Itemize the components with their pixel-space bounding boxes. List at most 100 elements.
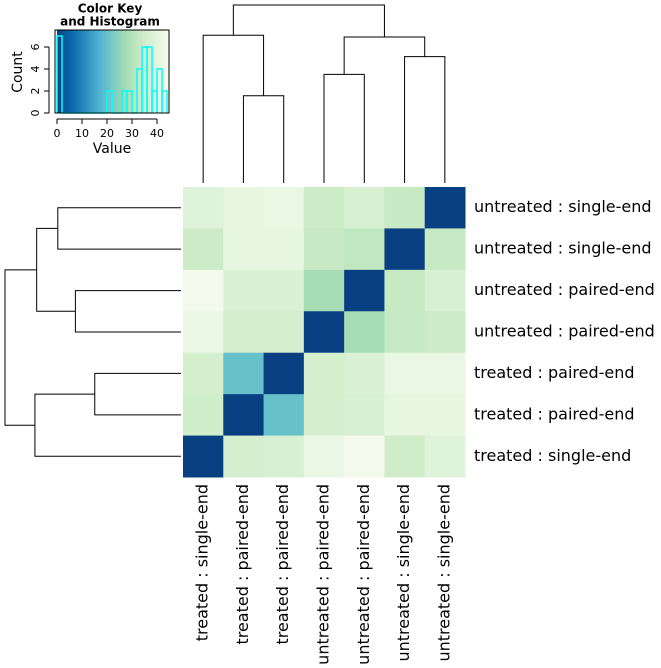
key-swatch (125, 30, 128, 113)
key-swatch (58, 30, 60, 113)
key-swatch (122, 30, 124, 113)
heatmap-cell (263, 269, 305, 312)
key-swatch (103, 30, 105, 113)
key-x-tick-label: 20 (100, 127, 114, 140)
key-swatch (105, 30, 108, 113)
key-swatch (159, 30, 162, 113)
col-label: treated : single-end (193, 484, 212, 641)
key-y-tick-label: 0 (29, 110, 42, 117)
key-x-tick-label: 10 (75, 127, 89, 140)
dendrogram-branch (94, 372, 181, 416)
key-swatch (154, 30, 157, 113)
heatmap-cell (424, 352, 466, 395)
key-swatch (85, 30, 88, 113)
key-x-label: Value (93, 141, 131, 157)
key-swatch (79, 30, 82, 113)
key-swatch (130, 30, 133, 113)
key-swatch (128, 30, 130, 113)
key-swatch (78, 30, 80, 113)
heatmap-cell (223, 435, 265, 478)
col-label: treated : paired-end (233, 484, 252, 645)
key-swatch (98, 30, 100, 113)
heatmap-cell (223, 352, 265, 395)
histogram-bar (146, 46, 153, 113)
key-swatch (74, 30, 77, 113)
heatmap-cell (223, 187, 265, 229)
key-swatch (165, 30, 168, 113)
key-swatch (97, 30, 99, 113)
key-swatch (162, 30, 164, 113)
heatmap-cell (303, 311, 345, 354)
key-swatch (80, 30, 83, 113)
heatmap-cell (223, 394, 265, 437)
key-y-label: Count (10, 51, 26, 93)
heatmap-cell (384, 311, 426, 354)
heatmap-cell (344, 435, 385, 478)
key-swatch (87, 30, 89, 113)
key-swatch (95, 30, 98, 113)
key-swatch (100, 30, 103, 113)
heatmap-cell (183, 187, 224, 229)
key-swatch (112, 30, 114, 113)
histogram-bar (106, 90, 113, 113)
dendrogram-branch (323, 73, 365, 183)
heatmap-cell (344, 352, 385, 395)
key-swatch (158, 30, 160, 113)
heatmap-cell (263, 228, 305, 271)
dendrogram-branch (343, 36, 426, 75)
heatmap-cell (183, 352, 224, 395)
dendrogram-branch (74, 290, 181, 333)
key-swatch (157, 30, 159, 113)
heatmap-cell (384, 394, 426, 437)
heatmap-cell (384, 435, 426, 478)
row-label: treated : paired-end (474, 363, 635, 382)
row-label: treated : single-end (474, 446, 631, 465)
dendrogram-branch (242, 95, 285, 183)
key-x-tick-label: 30 (125, 127, 139, 140)
key-swatch (109, 30, 112, 113)
key-swatch (57, 30, 59, 113)
key-swatch (138, 30, 140, 113)
key-swatch (84, 30, 87, 113)
key-swatch (82, 30, 84, 113)
heatmap-cell (263, 352, 305, 395)
key-swatch (89, 30, 92, 113)
key-swatch (67, 30, 69, 113)
key-swatch (118, 30, 120, 113)
heatmap-cell (424, 269, 466, 312)
key-swatch (75, 30, 78, 113)
key-swatch (143, 30, 145, 113)
col-label: treated : paired-end (273, 484, 292, 645)
histogram-bar (56, 35, 63, 113)
heatmap-cell (344, 311, 385, 354)
col-label: untreated : paired-end (314, 484, 333, 665)
key-swatch (108, 30, 110, 113)
row-label: untreated : single-end (474, 239, 652, 258)
key-swatch (113, 30, 115, 113)
heatmap-cell (183, 435, 224, 478)
key-title: Color Key (78, 2, 143, 16)
heatmap-cell (263, 187, 305, 229)
key-y-tick-label: 6 (29, 44, 42, 51)
key-y-tick-label: 4 (29, 66, 42, 73)
heatmap-cell (384, 269, 426, 312)
heatmap-cell (344, 228, 385, 271)
key-swatch (69, 30, 72, 113)
key-swatch (94, 30, 97, 113)
row-label: treated : paired-end (474, 404, 635, 423)
key-swatch (99, 30, 102, 113)
key-swatch (73, 30, 75, 113)
heatmap-cell (344, 269, 385, 312)
key-swatch (142, 30, 144, 113)
key-swatch (114, 30, 117, 113)
key-swatch (104, 30, 107, 113)
row-label: untreated : paired-end (474, 280, 655, 299)
heatmap-cell (344, 187, 385, 229)
key-swatch (152, 30, 154, 113)
key-frame (54, 29, 170, 114)
key-swatch (68, 30, 70, 113)
key-swatch (133, 30, 135, 113)
heatmap-cell (223, 311, 265, 354)
heatmap-cell (303, 394, 345, 437)
heatmap-cell (344, 394, 385, 437)
